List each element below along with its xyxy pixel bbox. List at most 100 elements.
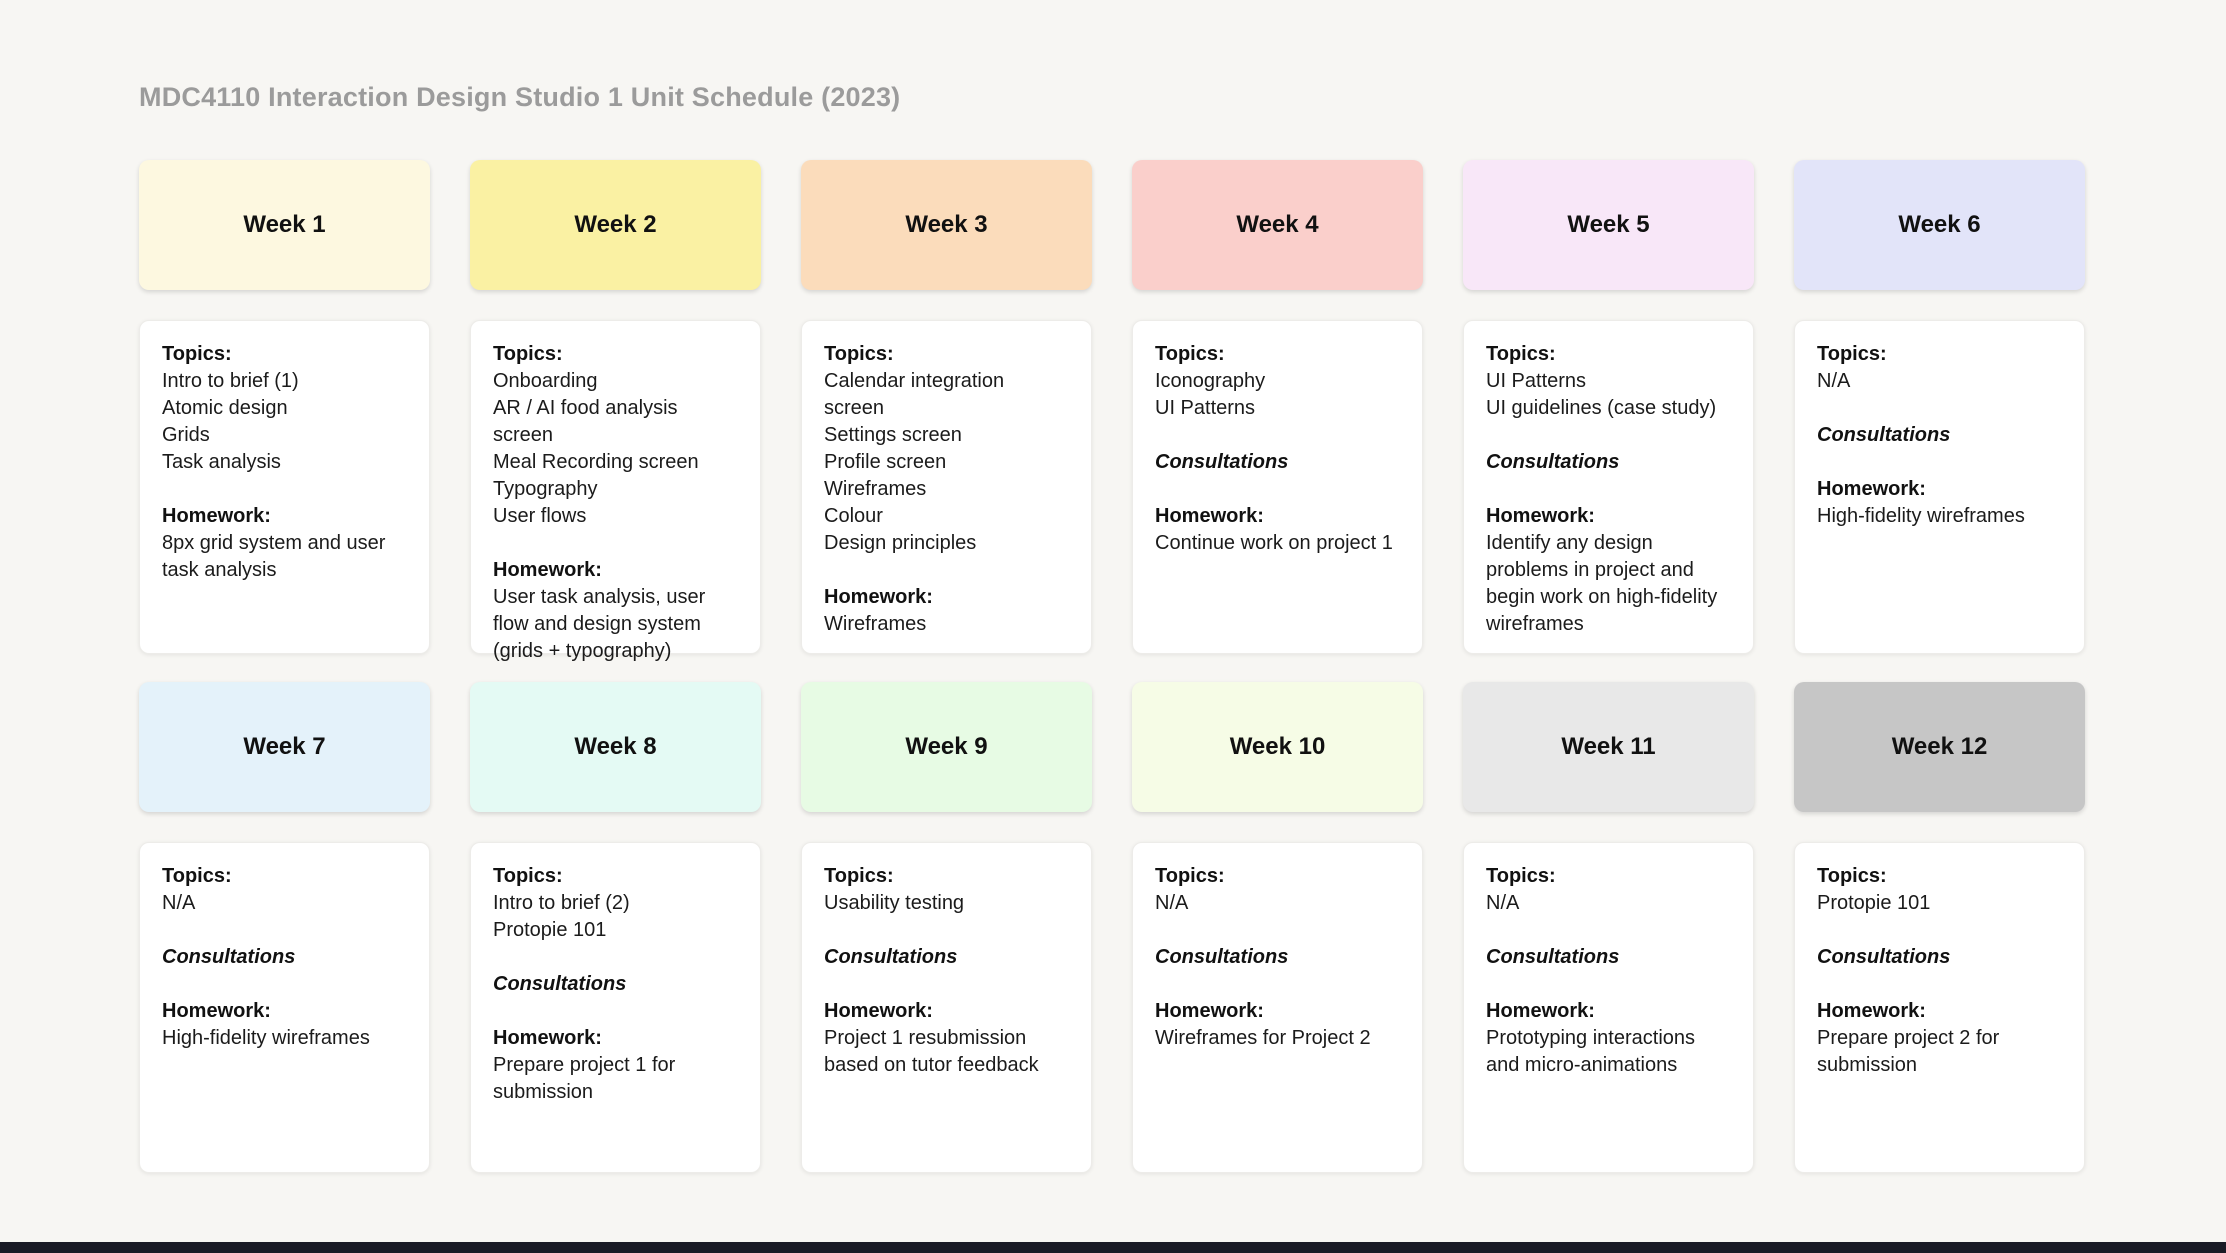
section-line: Grids bbox=[162, 424, 210, 446]
week-section: Consultations bbox=[162, 944, 407, 971]
week-card: Topics: Protopie 101 Consultations Homework… bbox=[1794, 842, 2085, 1173]
section-label: Topics: bbox=[1817, 865, 1887, 887]
section-label: Consultations bbox=[1486, 946, 1620, 968]
section-line: Protopie 101 bbox=[1817, 892, 1931, 914]
section-label: Homework: bbox=[1155, 505, 1264, 527]
section-line: 8px grid system and user task analysis bbox=[162, 532, 386, 581]
section-line: AR / AI food analysis screen bbox=[493, 397, 678, 446]
section-label: Topics: bbox=[1486, 865, 1556, 887]
section-label: Consultations bbox=[162, 946, 296, 968]
week-section: Homework: User task analysis, user flow a… bbox=[493, 557, 738, 665]
week-section: Topics: Iconography UI Patterns bbox=[1155, 341, 1400, 422]
week-card: Topics: N/A Consultations Homework: Wirefram… bbox=[1132, 842, 1423, 1173]
week-section: Topics: Usability testing bbox=[824, 863, 1069, 917]
week-header: Week 7 bbox=[139, 682, 430, 812]
section-label: Topics: bbox=[824, 865, 894, 887]
week-section: Consultations bbox=[1486, 944, 1731, 971]
section-line: Calendar integration screen bbox=[824, 370, 1005, 419]
section-label: Consultations bbox=[1155, 451, 1289, 473]
section-line: Iconography bbox=[1155, 370, 1266, 392]
section-label: Topics: bbox=[1486, 343, 1556, 365]
week-group: Week 8 Topics: Intro to brief (2) Protopie … bbox=[470, 682, 761, 1173]
section-label: Topics: bbox=[1155, 865, 1225, 887]
section-line: Intro to brief (1) bbox=[162, 370, 299, 392]
section-label: Topics: bbox=[493, 343, 563, 365]
section-line: Settings screen bbox=[824, 424, 962, 446]
week-group: Week 5 Topics: UI Patterns UI guidelines (c… bbox=[1463, 160, 1754, 654]
week-section: Topics: UI Patterns UI guidelines (case st… bbox=[1486, 341, 1731, 422]
section-label: Topics: bbox=[162, 865, 232, 887]
section-label: Consultations bbox=[1817, 946, 1951, 968]
week-section: Homework: Project 1 resubmission based on… bbox=[824, 998, 1069, 1079]
section-line: Usability testing bbox=[824, 892, 965, 914]
week-group: Week 10 Topics: N/A Consultations Homework: W… bbox=[1132, 682, 1423, 1173]
week-header: Week 9 bbox=[801, 682, 1092, 812]
week-section: Consultations bbox=[1817, 944, 2062, 971]
section-line: Prepare project 1 for submission bbox=[493, 1054, 676, 1103]
week-card: Topics: Calendar integration screen Settin… bbox=[801, 320, 1092, 654]
week-section: Topics: Calendar integration screen Settin… bbox=[824, 341, 1069, 557]
week-section: Topics: Onboarding AR / AI food analysis s… bbox=[493, 341, 738, 530]
section-line: UI Patterns bbox=[1155, 397, 1256, 419]
section-line: Intro to brief (2) bbox=[493, 892, 630, 914]
week-header: Week 1 bbox=[139, 160, 430, 290]
week-section: Homework: Prepare project 2 for submissio… bbox=[1817, 998, 2062, 1079]
week-group: Week 1 Topics: Intro to brief (1) Atomic de… bbox=[139, 160, 430, 654]
section-line: Project 1 resubmission based on tutor fe… bbox=[824, 1027, 1039, 1076]
week-header: Week 3 bbox=[801, 160, 1092, 290]
section-line: N/A bbox=[1817, 370, 1851, 392]
week-section: Homework: Prototyping interactions and mi… bbox=[1486, 998, 1731, 1079]
section-label: Homework: bbox=[1155, 1000, 1264, 1022]
section-label: Topics: bbox=[824, 343, 894, 365]
week-group: Week 9 Topics: Usability testing Consultati… bbox=[801, 682, 1092, 1173]
section-line: Continue work on project 1 bbox=[1155, 532, 1393, 554]
section-line: Wireframes bbox=[824, 478, 927, 500]
section-label: Topics: bbox=[162, 343, 232, 365]
section-label: Homework: bbox=[824, 586, 933, 608]
section-label: Topics: bbox=[1817, 343, 1887, 365]
week-group: Week 4 Topics: Iconography UI Patterns Consu… bbox=[1132, 160, 1423, 654]
week-section: Topics: Intro to brief (1) Atomic design Gr… bbox=[162, 341, 407, 476]
week-section: Homework: 8px grid system and user task a… bbox=[162, 503, 407, 584]
section-label: Homework: bbox=[493, 1027, 602, 1049]
section-line: High-fidelity wireframes bbox=[162, 1027, 370, 1049]
section-label: Consultations bbox=[1486, 451, 1620, 473]
week-header: Week 8 bbox=[470, 682, 761, 812]
week-section: Topics: Intro to brief (2) Protopie 101 bbox=[493, 863, 738, 944]
week-header: Week 2 bbox=[470, 160, 761, 290]
week-header: Week 6 bbox=[1794, 160, 2085, 290]
section-label: Homework: bbox=[1817, 478, 1926, 500]
section-label: Homework: bbox=[1817, 1000, 1926, 1022]
section-label: Homework: bbox=[1486, 505, 1595, 527]
week-section: Topics: Protopie 101 bbox=[1817, 863, 2062, 917]
section-line: Wireframes for Project 2 bbox=[1155, 1027, 1371, 1049]
section-label: Homework: bbox=[824, 1000, 933, 1022]
week-group: Week 3 Topics: Calendar integration screen… bbox=[801, 160, 1092, 654]
week-section: Homework: Prepare project 1 for submissio… bbox=[493, 1025, 738, 1106]
section-label: Topics: bbox=[493, 865, 563, 887]
week-section: Consultations bbox=[1155, 449, 1400, 476]
section-line: Colour bbox=[824, 505, 883, 527]
week-group: Week 2 Topics: Onboarding AR / AI food anal… bbox=[470, 160, 761, 662]
section-line: High-fidelity wireframes bbox=[1817, 505, 2025, 527]
section-line: Prototyping interactions and micro-anima… bbox=[1486, 1027, 1696, 1076]
week-group: Week 12 Topics: Protopie 101 Consultations H… bbox=[1794, 682, 2085, 1173]
week-section: Topics: N/A bbox=[162, 863, 407, 917]
bottom-edge-bar bbox=[0, 1242, 2226, 1253]
section-line: Protopie 101 bbox=[493, 919, 607, 941]
section-line: UI guidelines (case study) bbox=[1486, 397, 1717, 419]
week-card: Topics: Intro to brief (2) Protopie 101 Con… bbox=[470, 842, 761, 1173]
week-header: Week 12 bbox=[1794, 682, 2085, 812]
week-section: Consultations bbox=[1817, 422, 2062, 449]
section-label: Homework: bbox=[493, 559, 602, 581]
week-group: Week 7 Topics: N/A Consultations Homework: Hi… bbox=[139, 682, 430, 1173]
section-line: Wireframes bbox=[824, 613, 927, 635]
section-line: Prepare project 2 for submission bbox=[1817, 1027, 2000, 1076]
weeks-grid: Week 1 Topics: Intro to brief (1) Atomic de… bbox=[139, 160, 2085, 1173]
section-label: Homework: bbox=[162, 505, 271, 527]
section-label: Consultations bbox=[824, 946, 958, 968]
week-section: Homework: High-fidelity wireframes bbox=[162, 998, 407, 1052]
section-line: Design principles bbox=[824, 532, 977, 554]
section-line: Task analysis bbox=[162, 451, 281, 473]
